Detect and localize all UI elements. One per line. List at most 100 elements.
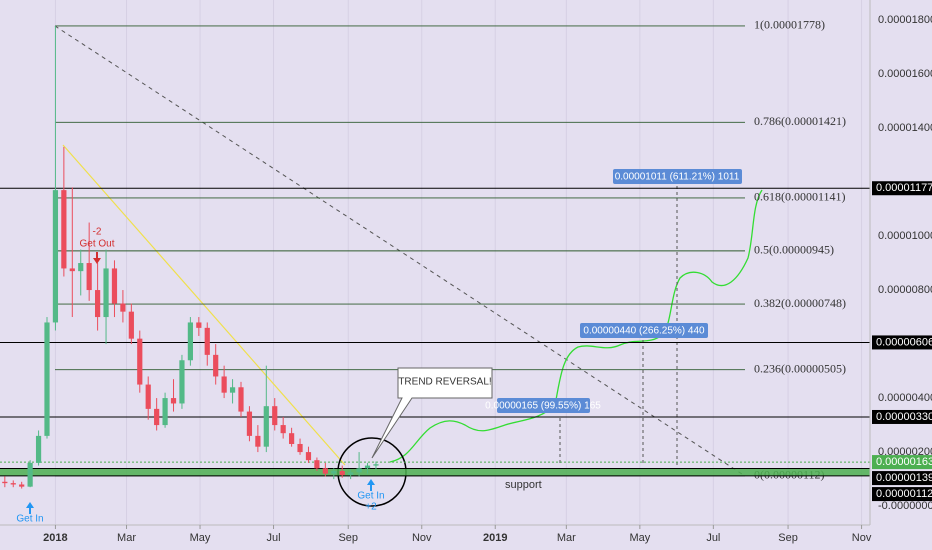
- candle-body: [52, 190, 59, 323]
- candle-body: [196, 322, 202, 328]
- y-tick-label: 0.00001000: [878, 230, 932, 242]
- callout: [371, 367, 493, 459]
- candle-body: [331, 470, 337, 474]
- grid: [54, 0, 863, 525]
- candle-body: [221, 376, 227, 393]
- signal: +2: [365, 502, 377, 513]
- x-tick-label: 2019: [483, 532, 507, 544]
- candle-body: [69, 268, 75, 272]
- candle-body: [19, 484, 25, 487]
- candle-body: [339, 470, 345, 476]
- candles: [2, 25, 379, 489]
- candle-body: [280, 425, 286, 434]
- y-tick-label: 0.00001600: [878, 68, 932, 80]
- candle-body: [204, 327, 210, 355]
- candle-body: [86, 263, 92, 291]
- signal: Get Out: [79, 239, 114, 250]
- measure-box: [497, 398, 590, 413]
- candle-body: [213, 354, 219, 377]
- candle-body: [289, 433, 295, 444]
- candle-body: [61, 190, 67, 269]
- fib-label: 1(0.00001778): [754, 18, 825, 32]
- y-tick-label: 0.00000800: [878, 284, 932, 296]
- candle-body: [44, 322, 50, 436]
- support-band: [0, 468, 870, 476]
- arrow: [93, 252, 101, 264]
- measure-box: [613, 169, 742, 184]
- fib-levels: 1(0.00001778) 0.786(0.00001421) 0.618(0.00…: [0, 18, 870, 482]
- measure-text: 0.00000165 (99.55%) 165: [485, 401, 601, 412]
- price-box: [872, 181, 932, 196]
- candle-body: [103, 268, 109, 318]
- candle-body: [162, 398, 168, 426]
- fib-label: 0.786(0.00001421): [754, 114, 846, 128]
- measure-text: 0.00001011 (611.21%) 1011: [615, 172, 740, 183]
- candle-body: [179, 360, 185, 404]
- candle-body: [263, 406, 269, 447]
- fib-label: 0.5(0.00000945): [754, 243, 834, 257]
- x-tick-label: Sep: [778, 532, 798, 544]
- measure-text: 0.00000440 (266.25%) 440: [583, 326, 705, 337]
- candle-body: [272, 406, 278, 426]
- candle-body: [27, 462, 33, 487]
- x-tick-label: Nov: [412, 532, 432, 544]
- candle-body: [128, 311, 134, 339]
- arrow: [367, 479, 375, 491]
- x-tick-label: Sep: [338, 532, 358, 544]
- price-label: 0.00000163: [876, 456, 932, 468]
- x-tick-label: 2018: [43, 532, 67, 544]
- candle-body: [373, 464, 379, 466]
- price-box: [872, 455, 932, 470]
- candle-body: [137, 338, 143, 385]
- projection-curve: [389, 189, 763, 463]
- candle-body: [364, 465, 371, 469]
- price-box: [872, 487, 932, 502]
- callout-text: TREND REVERSAL!: [398, 377, 491, 388]
- measure-box: [580, 323, 708, 338]
- fib-label: 0.236(0.00000505): [754, 361, 846, 375]
- candle-body: [356, 468, 362, 473]
- candle-body: [187, 322, 193, 361]
- y-tick-label: 0.00000400: [878, 392, 932, 404]
- candle-body: [305, 452, 312, 461]
- candle-body: [322, 468, 328, 474]
- support-label: support: [505, 479, 542, 491]
- y-tick-label: 0.00001400: [878, 122, 932, 134]
- signal: -2: [93, 227, 102, 238]
- fib-label: 0.382(0.00000748): [754, 296, 846, 310]
- price-label: 0.00000112: [876, 488, 932, 500]
- candle-body: [170, 398, 177, 404]
- candle-body: [78, 263, 84, 272]
- x-tick-label: May: [629, 532, 650, 544]
- signal: Get In: [357, 491, 384, 502]
- price-box: [872, 409, 932, 424]
- axes: 0.00001800 0.00001600 0.00001400 0.00001000…: [43, 14, 932, 544]
- signal: Get In: [16, 514, 43, 525]
- x-tick-label: Mar: [557, 532, 576, 544]
- candle-body: [229, 387, 236, 393]
- candle-body: [120, 303, 126, 312]
- fib-label: 0.618(0.00001141): [754, 190, 846, 204]
- x-tick-label: May: [190, 532, 211, 544]
- candle-body: [95, 290, 101, 318]
- candle-body: [314, 460, 320, 469]
- y-tick-label: 0.00000200: [878, 446, 932, 458]
- x-tick-label: Jul: [706, 532, 720, 544]
- candle-body: [35, 435, 42, 463]
- x-tick-label: Mar: [117, 532, 136, 544]
- candle-body: [10, 483, 16, 485]
- price-label: 0.00000330: [876, 411, 932, 423]
- price-box: [872, 335, 932, 350]
- candle-body: [348, 472, 354, 476]
- candle-body: [145, 384, 151, 409]
- price-label: 0.00001177: [876, 182, 932, 194]
- x-tick-label: Jul: [267, 532, 281, 544]
- candle-body: [246, 411, 253, 436]
- arrow: [26, 502, 34, 514]
- price-box: [872, 471, 932, 486]
- x-tick-label: Nov: [852, 532, 872, 544]
- candle-body: [238, 387, 244, 412]
- candle-body: [2, 481, 8, 484]
